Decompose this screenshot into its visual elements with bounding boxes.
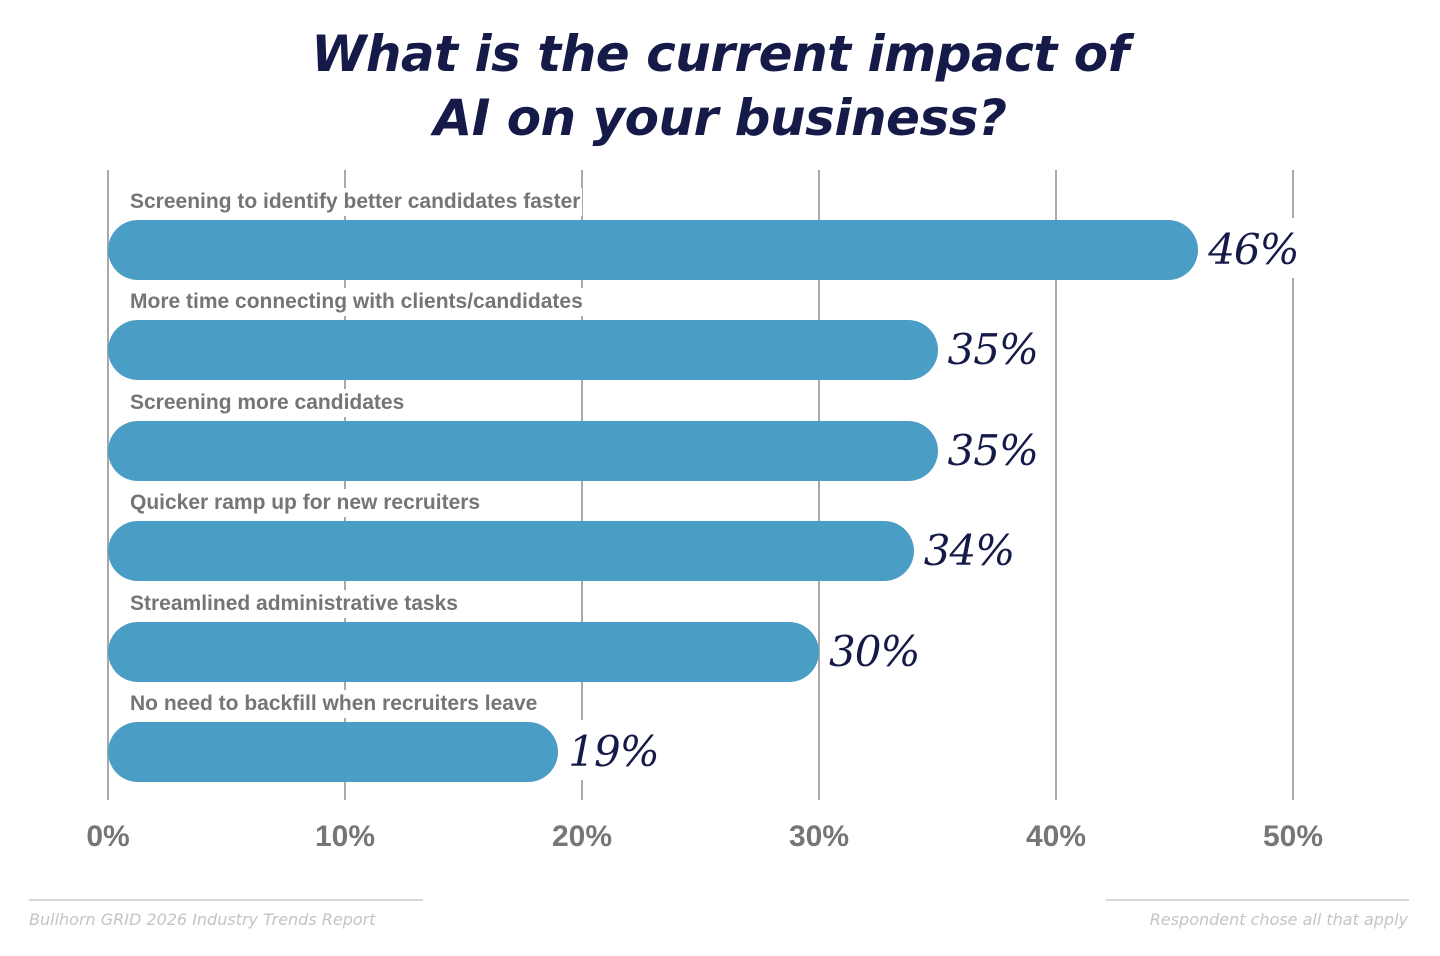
category-label: Screening to identify better candidates … [130, 188, 583, 216]
gridline-20 [581, 170, 583, 800]
gridline-30 [818, 170, 820, 800]
footer-rule-right [1106, 899, 1409, 901]
footer-rule-left [29, 899, 423, 901]
value-label: 35% [943, 318, 1042, 378]
value-label: 35% [943, 419, 1042, 479]
gridline-40 [1055, 170, 1057, 800]
x-tick-label: 20% [551, 820, 613, 853]
bar [108, 622, 819, 682]
gridline-50 [1292, 170, 1294, 800]
category-label: Screening more candidates [130, 389, 407, 417]
x-tick-label: 40% [1025, 820, 1087, 853]
value-label: 30% [825, 620, 924, 680]
bar-row: More time connecting with clients/candid… [0, 288, 1440, 388]
bar-row: Screening to identify better candidates … [0, 188, 1440, 288]
value-label: 19% [564, 720, 663, 780]
bar [108, 421, 938, 481]
bar-row: Screening more candidates 35% [0, 389, 1440, 489]
source-note: Bullhorn GRID 2026 Industry Trends Repor… [29, 910, 376, 929]
value-label: 34% [919, 519, 1019, 579]
x-tick-label: 50% [1262, 820, 1324, 853]
bar [108, 722, 559, 782]
bar-row: Streamlined administrative tasks 30% [0, 590, 1440, 690]
chart-title-line-1: What is the current impact of [311, 25, 1129, 83]
bar [108, 320, 938, 380]
chart-title-line-2: AI on your business? [433, 89, 1007, 147]
value-label: 46% [1204, 218, 1303, 278]
gridline-10 [344, 170, 346, 800]
chart-title: What is the current impact of AI on your… [0, 22, 1440, 150]
respondent-note: Respondent chose all that apply [1149, 910, 1408, 929]
category-label: Quicker ramp up for new recruiters [130, 489, 483, 517]
bar [108, 521, 914, 581]
gridline-0 [107, 170, 109, 800]
category-label: Streamlined administrative tasks [130, 590, 460, 618]
x-tick-label: 30% [788, 820, 850, 853]
bar [108, 220, 1199, 280]
x-tick-label: 0% [86, 820, 130, 853]
category-label: No need to backfill when recruiters leav… [130, 690, 540, 718]
bar-row: Quicker ramp up for new recruiters 34% [0, 489, 1440, 589]
category-label: More time connecting with clients/candid… [130, 288, 585, 316]
x-tick-label: 10% [314, 820, 376, 853]
bar-row: No need to backfill when recruiters leav… [0, 690, 1440, 790]
